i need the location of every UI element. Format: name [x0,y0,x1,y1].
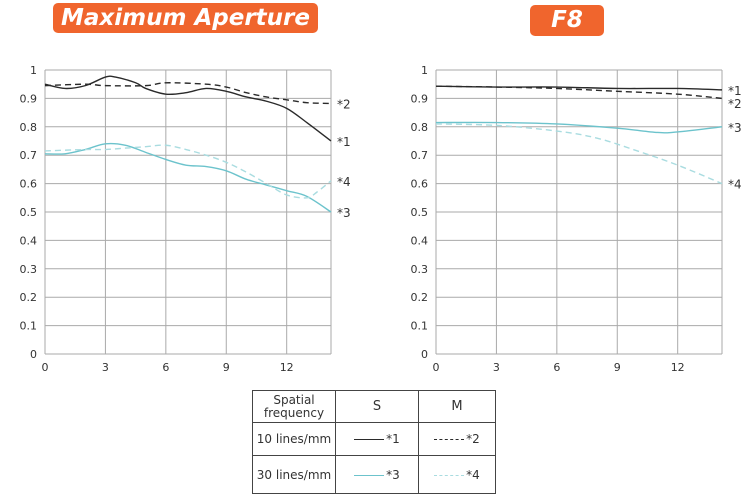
series-line-s2 [435,85,723,100]
legend-item-1: *1 [335,422,419,456]
x-tick-label: 0 [433,361,440,374]
x-tick-label: 12 [280,361,294,374]
series-end-label: *4 [728,178,742,192]
legend-header-s: S [335,390,419,423]
series-end-label: *4 [337,175,351,189]
series-line-s4 [44,144,332,199]
legend-item-3: *3 [335,455,419,494]
y-tick-label: 1 [421,64,428,77]
series-end-label: *3 [337,206,351,220]
chart-0: 0 0.1 0.2 0.3 0.4 0.5 0.6 0.7 0.8 0.9 1 0 3 6 9 12 *2 *1 *… [20,64,351,374]
y-tick-label: 0.5 [411,206,429,219]
series-end-label: *3 [728,121,742,135]
y-tick-label: 0.6 [20,178,38,191]
solid-cyan-swatch [354,474,385,476]
y-tick-label: 0.9 [411,92,429,105]
chart-1: 0 0.1 0.2 0.3 0.4 0.5 0.6 0.7 0.8 0.9 1 0 3 6 9 12 *1*2 *… [411,64,742,374]
legend-header-m: M [418,390,496,423]
legend-item-2: *2 [418,422,496,456]
dashed-cyan-swatch [434,474,465,476]
y-tick-label: 0.1 [20,320,38,333]
x-tick-label: 6 [162,361,169,374]
y-tick-label: 0.3 [411,263,429,276]
dashed-black-swatch [434,439,465,440]
title-f8: F8 [530,5,604,36]
y-tick-label: 0 [30,348,37,361]
legend-table: Spatial frequency S M 10 lines/mm *1 *2 … [252,390,496,494]
x-tick-label: 12 [671,361,685,374]
y-tick-label: 0.1 [411,320,429,333]
y-tick-label: 0.2 [20,291,38,304]
y-tick-label: 0.4 [411,234,429,247]
y-tick-label: 0.6 [411,178,429,191]
solid-black-swatch [354,439,385,440]
y-tick-label: 0 [421,348,428,361]
series-line-s3 [435,121,723,134]
y-tick-label: 0.7 [20,149,38,162]
x-tick-label: 6 [553,361,560,374]
legend-row-label: 10 lines/mm [252,422,336,456]
x-tick-label: 9 [614,361,621,374]
title-maximum-aperture: Maximum Aperture [53,3,318,33]
y-tick-label: 0.8 [411,121,429,134]
y-tick-label: 0.3 [20,263,38,276]
series-line-s3 [44,142,332,213]
series-line-s1 [44,75,332,142]
x-tick-label: 9 [223,361,230,374]
legend-header-frequency: Spatial frequency [252,390,336,423]
series-end-label: *2 [728,97,742,111]
y-tick-label: 0.4 [20,234,38,247]
series-line-s4 [435,123,723,185]
y-tick-label: 1 [30,64,37,77]
y-tick-label: 0.7 [411,149,429,162]
x-tick-label: 3 [102,361,109,374]
legend-item-4: *4 [418,455,496,494]
series-line-s2 [44,82,332,105]
y-tick-label: 0.5 [20,206,38,219]
y-tick-label: 0.9 [20,92,38,105]
y-tick-label: 0.8 [20,121,38,134]
series-end-label: *1 [728,84,742,98]
x-tick-label: 0 [42,361,49,374]
series-end-label: *2 [337,98,351,112]
legend-row-label: 30 lines/mm [252,455,336,494]
x-tick-label: 3 [493,361,500,374]
series-end-label: *1 [337,135,351,149]
y-tick-label: 0.2 [411,291,429,304]
